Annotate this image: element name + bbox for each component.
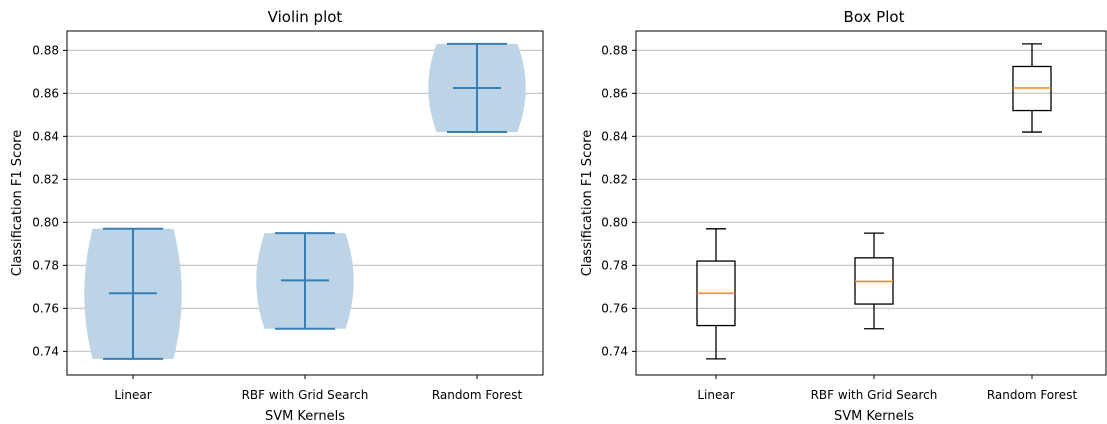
violin-ytick-label: 0.80 [32, 215, 59, 229]
box-plot-ylabel: Classification F1 Score [580, 130, 595, 276]
violin-ytick-label: 0.76 [32, 301, 59, 315]
box-ytick-label: 0.76 [601, 301, 628, 315]
violin-xtick-label: RBF with Grid Search [242, 388, 369, 402]
violin-plot-panel: Violin plot Classification F1 Score SVM … [10, 8, 544, 424]
box-xtick-label: Random Forest [987, 388, 1078, 402]
violin-plot-xlabel: SVM Kernels [265, 409, 345, 424]
box-ytick-label: 0.88 [601, 43, 628, 57]
box-ytick-label: 0.84 [601, 129, 628, 143]
violin-ytick-label: 0.86 [32, 86, 59, 100]
box-ytick-label: 0.82 [601, 172, 628, 186]
violin-ytick-label: 0.82 [32, 172, 59, 186]
box-plot-xlabel: SVM Kernels [834, 409, 914, 424]
box-xtick-label: RBF with Grid Search [811, 388, 938, 402]
violin-ytick-label: 0.84 [32, 129, 59, 143]
violin-plot-ylabel: Classification F1 Score [10, 130, 25, 276]
box-ytick-label: 0.78 [601, 258, 628, 272]
box-ytick-label: 0.74 [601, 344, 628, 358]
violin-ytick-label: 0.74 [32, 344, 59, 358]
box-ytick-label: 0.86 [601, 86, 628, 100]
box-ytick-label: 0.80 [601, 215, 628, 229]
violin-xtick-label: Linear [114, 388, 151, 402]
violin-ytick-label: 0.78 [32, 258, 59, 272]
violin-plot-title: Violin plot [268, 8, 343, 26]
box-xtick-label: Linear [697, 388, 734, 402]
box-plot-panel: Box Plot Classification F1 Score SVM Ker… [580, 8, 1107, 424]
violin-ytick-label: 0.88 [32, 43, 59, 57]
box-plot-area [635, 30, 1107, 376]
violin-xtick-label: Random Forest [432, 388, 523, 402]
box-plot-title: Box Plot [844, 8, 905, 26]
